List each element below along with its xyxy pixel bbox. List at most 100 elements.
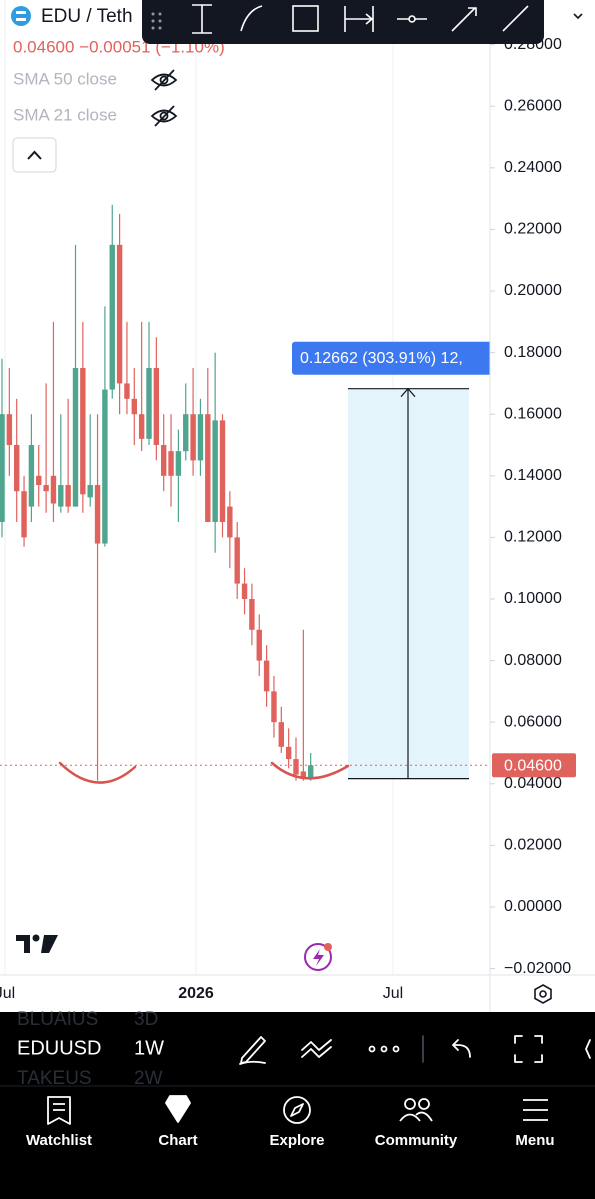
candle-body [212,420,218,522]
watchlist-icon[interactable] [47,1096,71,1125]
symbol-icon [16,11,26,14]
menu-icon[interactable] [523,1099,548,1121]
y-tick-label: −0.02000 [504,960,571,977]
undo-button[interactable] [452,1039,471,1058]
candle-body [102,389,108,544]
news-badge [324,943,332,951]
candle-body [138,414,145,439]
dropdown-icon[interactable] [573,13,583,20]
candle-body [124,383,130,399]
drag-handle [151,12,162,30]
explore-icon[interactable] [283,1096,311,1124]
toolbar-icons[interactable] [192,4,529,34]
candle-body [109,244,115,390]
nav-label[interactable]: Chart [158,1132,197,1149]
tool-curve[interactable] [240,5,263,32]
nav-label[interactable]: Watchlist [26,1132,92,1149]
candle-body [175,451,182,476]
tool-price-range[interactable] [192,4,212,34]
candle-body [263,660,270,692]
tool-rectangle[interactable] [292,5,319,32]
bottom-panel [0,1012,595,1199]
nav-label[interactable]: Menu [515,1132,554,1149]
y-tick-label: 0.16000 [504,405,562,422]
more-button[interactable] [368,1045,376,1053]
candle-body [87,485,93,498]
symbol-icon [11,6,31,26]
interval[interactable]: 1W [134,1037,164,1059]
candle-body [168,451,174,476]
candle-body [183,414,189,452]
settings-icon[interactable] [534,984,552,1004]
x-tick-label: Jul [383,985,403,1002]
y-tick-label: 0.14000 [504,467,562,484]
y-tick-label: 0.22000 [504,221,562,238]
symbol-title[interactable]: EDU / Teth [41,6,133,27]
next-symbol: TAKEUS [17,1068,92,1089]
tool-arrow[interactable] [451,7,477,32]
hide-icon[interactable] [150,69,178,127]
candle-body [197,414,204,461]
drawing-arc [58,761,137,784]
symbol[interactable]: EDUUSD [17,1037,101,1059]
y-tick-label: 0.10000 [504,590,562,607]
candle-body [0,414,5,522]
candle-body [293,759,299,775]
fullscreen-button[interactable] [514,1035,543,1063]
last-price-label: 0.04600 [504,757,562,774]
candle-body [72,368,79,507]
y-tick-label: 0.06000 [504,713,562,730]
candle-body [241,583,248,599]
candle-body [161,445,167,476]
y-tick-label: 0.18000 [504,344,562,361]
indicator-label[interactable]: SMA 21 close [13,105,117,124]
tool-date-range[interactable] [344,6,374,32]
chart-icon[interactable] [165,1095,191,1123]
indicators-button[interactable] [301,1039,332,1058]
eye [150,73,178,87]
candle-body [190,414,196,461]
candle-body [219,420,226,522]
settings-icon [539,990,547,998]
nav-label[interactable]: Community [375,1132,458,1149]
news-icon[interactable] [304,943,332,971]
candle-body [153,368,160,446]
measure-label: 0.12662 (303.91%) 12, [300,350,463,367]
x-tick-label: 2026 [178,985,214,1002]
draw-button[interactable] [239,1036,266,1065]
candle-body [227,506,233,538]
y-tick-label: 0.26000 [504,97,562,114]
tv-logo [16,934,58,953]
candle-body [249,598,255,630]
candle-body [28,445,35,507]
y-tick-label: 0.02000 [504,837,562,854]
community-icon [399,1111,433,1122]
nav-label[interactable]: Explore [269,1132,324,1149]
candle-body [14,445,20,492]
drawing-arc [270,761,350,780]
community-icon[interactable] [404,1098,416,1110]
candle-body [6,414,13,446]
y-tick-label: 0.12000 [504,529,562,546]
candle-body [65,485,71,507]
tool-trend-line[interactable] [502,5,529,32]
collapse-icon [27,150,42,160]
candle-body [285,746,292,760]
more-button [380,1045,388,1053]
price-axis: −0.02000 0.00000 0.02000 0.04000 0.06000 0.08… [0,36,571,1002]
community-icon [418,1098,430,1110]
candle-body [308,765,314,778]
overlay: 0.04600 [492,753,576,778]
collapse-button[interactable] [12,137,57,173]
candle-body [58,485,64,507]
chart-actions [239,1035,591,1065]
candle-body [116,244,123,384]
y-tick-label: 0.20000 [504,282,562,299]
indicator-label[interactable]: SMA 50 close [13,69,117,88]
explore-icon [290,1103,304,1117]
candle-body [80,368,86,495]
x-tick-label: Jul [0,985,15,1002]
eye [159,111,169,121]
symbol-icon [16,18,26,21]
